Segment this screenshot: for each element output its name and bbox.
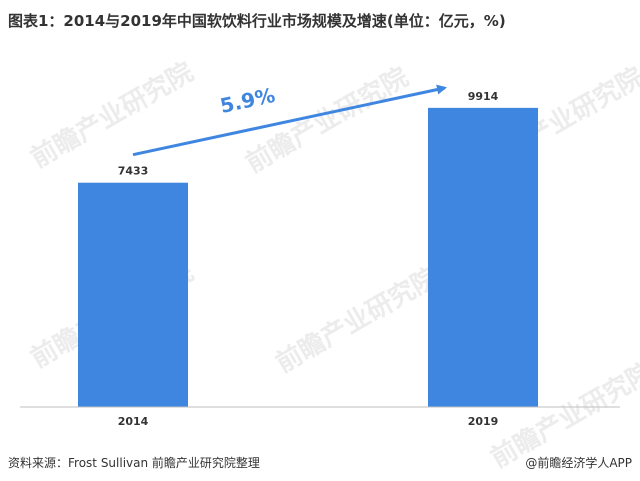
data-label-2014: 7433 [118,165,149,178]
x-tick-label-2019: 2019 [468,415,499,428]
credit-note: @前瞻经济学人APP [525,456,632,470]
growth-arrow [132,84,447,157]
data-label-2019: 9914 [468,90,499,103]
source-note: 资料来源：Frost Sullivan 前瞻产业研究院整理 [8,456,260,470]
bar-chart: 7433 2014 9914 2019 5.9% [20,83,620,428]
bar-2014 [78,182,188,407]
growth-rate-annotation: 5.9% [218,83,277,118]
x-tick-label-2014: 2014 [118,415,149,428]
bar-2019 [428,107,538,407]
chart-title: 图表1：2014与2019年中国软饮料行业市场规模及增速(单位：亿元，%) [8,12,506,30]
